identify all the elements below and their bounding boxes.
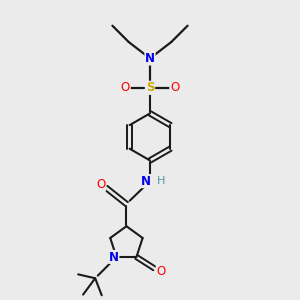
- Text: O: O: [96, 178, 106, 191]
- Text: O: O: [170, 81, 179, 94]
- Text: N: N: [109, 250, 119, 263]
- Text: N: N: [141, 175, 151, 188]
- Text: O: O: [121, 81, 130, 94]
- Text: S: S: [146, 81, 154, 94]
- Text: N: N: [145, 52, 155, 65]
- Text: O: O: [156, 265, 166, 278]
- Text: H: H: [157, 176, 166, 186]
